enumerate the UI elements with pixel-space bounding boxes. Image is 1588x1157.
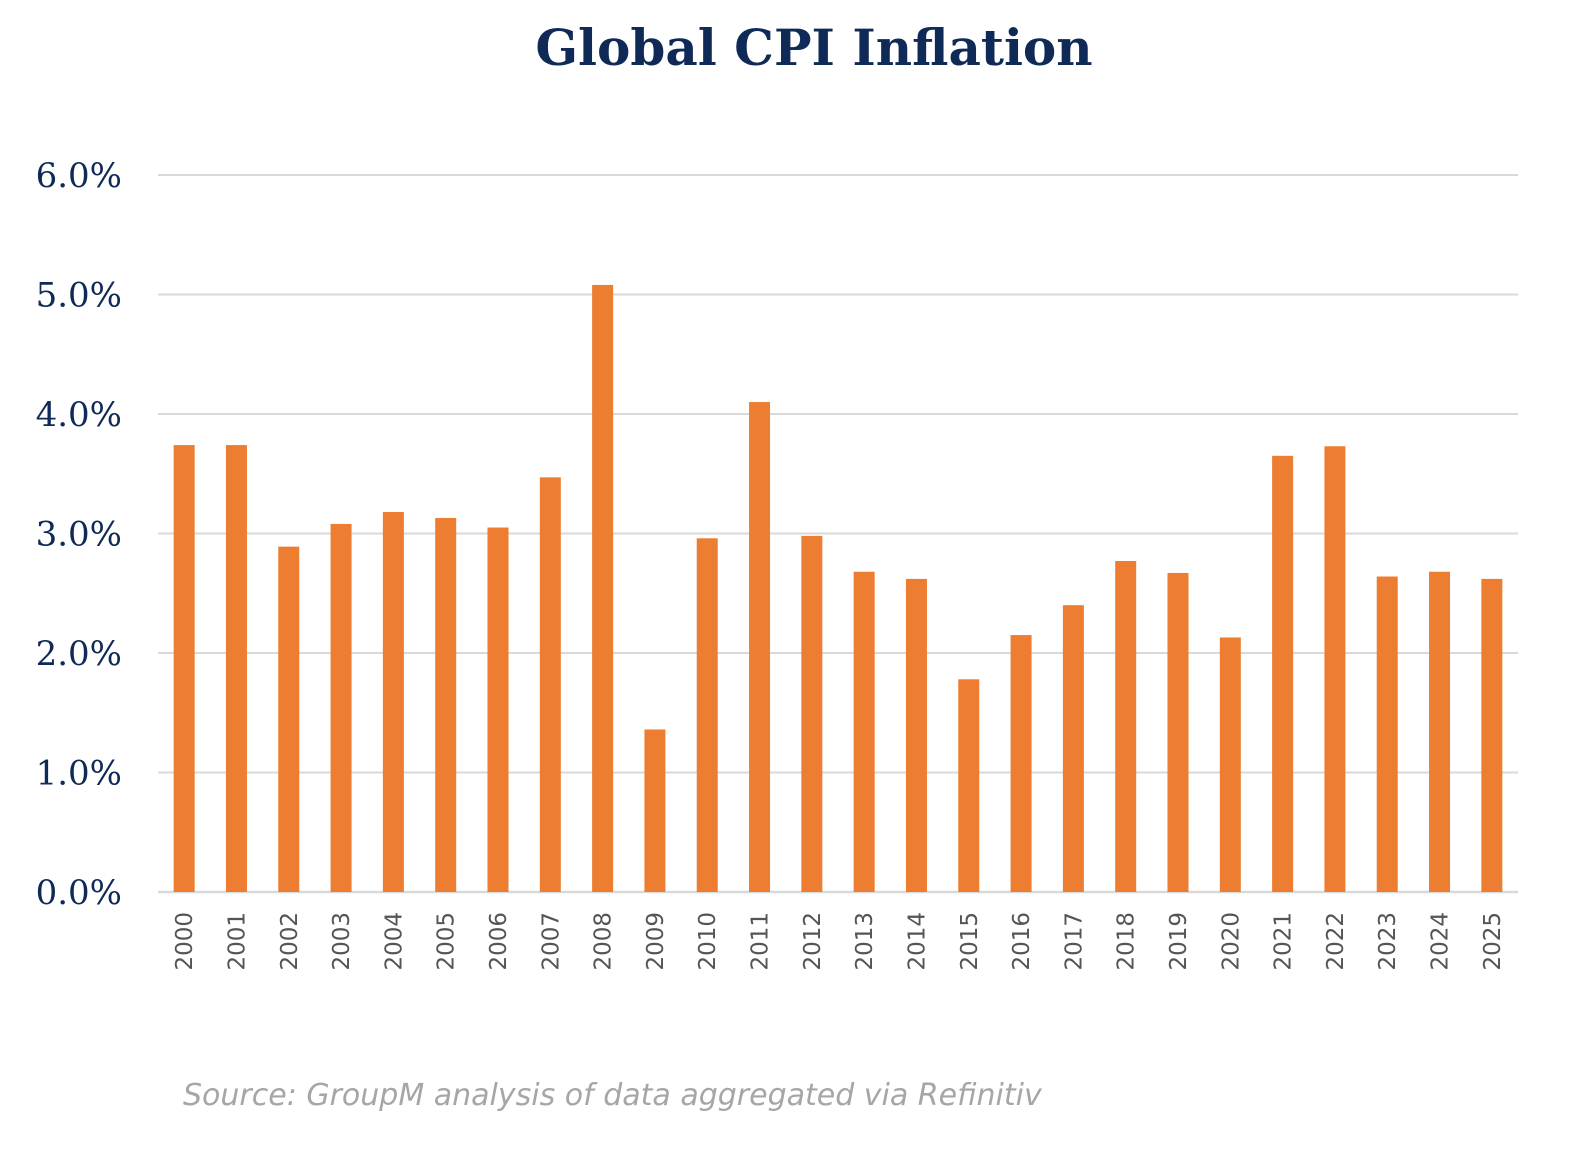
gridlines — [158, 174, 1518, 894]
x-tick-label: 2010 — [695, 912, 721, 971]
y-tick-label: 4.0% — [36, 395, 122, 435]
y-tick-label: 3.0% — [36, 515, 122, 555]
x-axis-ticks: 2000 2001 2002 2003 2004 2005 2006 2007 2008 2009… — [172, 912, 1506, 971]
bar-2017 — [1062, 605, 1084, 892]
x-tick-label: 2016 — [1009, 912, 1035, 971]
x-tick-label: 2006 — [486, 912, 512, 971]
x-tick-label: 2012 — [800, 912, 826, 971]
bars — [173, 284, 1503, 892]
bar-2006 — [487, 527, 509, 892]
x-tick-label: 2024 — [1428, 912, 1454, 971]
source-note: Source: GroupM analysis of data aggregat… — [183, 1078, 1042, 1113]
bar-2001 — [225, 445, 247, 892]
x-tick-label: 2025 — [1480, 912, 1506, 971]
bar-2024 — [1429, 571, 1451, 892]
bar-2007 — [539, 477, 561, 892]
x-tick-label: 2022 — [1323, 912, 1349, 971]
x-tick-label: 2009 — [643, 912, 669, 971]
x-tick-label: 2001 — [224, 912, 250, 971]
chart-title: Global CPI Inflation — [535, 18, 1093, 77]
x-tick-label: 2013 — [852, 912, 878, 971]
bar-2012 — [801, 535, 823, 892]
bar-2005 — [435, 517, 457, 892]
bar-2003 — [330, 523, 352, 892]
x-tick-label: 2020 — [1218, 912, 1244, 971]
y-tick-label: 1.0% — [36, 754, 122, 794]
bar-2014 — [905, 578, 927, 892]
bar-2009 — [644, 729, 666, 892]
x-tick-label: 2011 — [748, 912, 774, 971]
bar-2008 — [592, 284, 614, 892]
x-tick-label: 2019 — [1166, 912, 1192, 971]
bar-2018 — [1115, 560, 1137, 892]
bar-2002 — [278, 546, 300, 892]
x-tick-label: 2005 — [434, 912, 460, 971]
x-tick-label: 2015 — [957, 912, 983, 971]
bar-2010 — [696, 538, 718, 892]
y-tick-label: 2.0% — [36, 634, 122, 674]
bar-2016 — [1010, 635, 1032, 892]
y-tick-label: 5.0% — [36, 276, 122, 316]
bar-2021 — [1272, 455, 1294, 892]
x-tick-label: 2008 — [591, 912, 617, 971]
x-tick-label: 2014 — [904, 912, 930, 971]
bar-2004 — [382, 511, 404, 892]
bar-2013 — [853, 571, 875, 892]
bar-2023 — [1376, 576, 1398, 892]
y-tick-label: 0.0% — [36, 873, 122, 913]
x-tick-label: 2021 — [1271, 912, 1297, 971]
x-tick-label: 2007 — [538, 912, 564, 971]
bar-2015 — [958, 679, 980, 892]
y-tick-label: 6.0% — [36, 156, 122, 196]
x-tick-label: 2017 — [1061, 912, 1087, 971]
bar-2025 — [1481, 578, 1503, 892]
x-tick-label: 2003 — [329, 912, 355, 971]
bar-2020 — [1219, 637, 1241, 892]
x-tick-label: 2002 — [277, 912, 303, 971]
x-tick-label: 2023 — [1375, 912, 1401, 971]
x-tick-label: 2018 — [1114, 912, 1140, 971]
x-tick-label: 2000 — [172, 912, 198, 971]
bar-2022 — [1324, 446, 1346, 892]
bar-2011 — [749, 402, 771, 892]
y-axis-ticks: 0.0% 1.0% 2.0% 3.0% 4.0% 5.0% 6.0% — [36, 156, 122, 913]
x-tick-label: 2004 — [381, 912, 407, 971]
bar-2019 — [1167, 572, 1189, 892]
bar-2000 — [173, 445, 195, 892]
